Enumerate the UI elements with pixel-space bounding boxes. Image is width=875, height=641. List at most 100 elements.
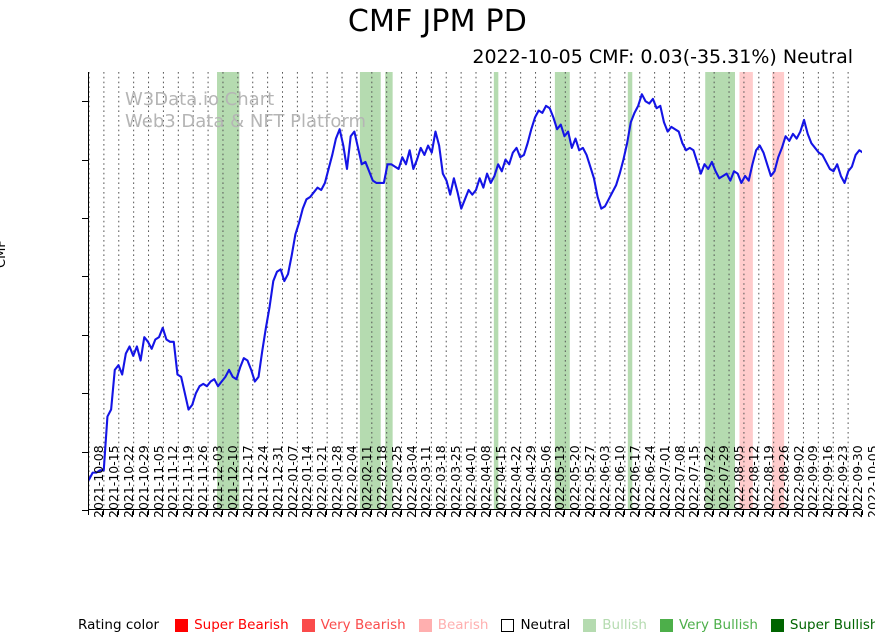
x-axis-tick-mark bbox=[847, 510, 849, 515]
y-axis-tick-mark bbox=[82, 451, 88, 453]
x-axis-tick-mark bbox=[326, 510, 328, 515]
legend-label: Very Bullish bbox=[678, 617, 758, 633]
x-axis-tick-label: 2022-08-19 bbox=[760, 445, 776, 518]
legend-item[interactable]: Very Bullish bbox=[659, 617, 758, 633]
x-axis-tick-mark bbox=[638, 510, 640, 515]
y-axis-tick-mark bbox=[82, 510, 88, 511]
x-axis-tick-label: 2021-12-24 bbox=[254, 445, 270, 518]
x-axis-tick-label: 2022-01-14 bbox=[299, 445, 315, 518]
y-axis-tick-mark bbox=[82, 101, 88, 103]
legend-item[interactable]: Super Bearish bbox=[175, 617, 289, 633]
x-axis-tick-label: 2021-12-10 bbox=[224, 445, 240, 518]
legend-label: Super Bearish bbox=[194, 617, 289, 633]
x-axis-tick-label: 2021-10-29 bbox=[135, 445, 151, 518]
x-axis-tick-mark bbox=[832, 510, 834, 515]
x-axis-tick-mark bbox=[251, 510, 253, 515]
x-axis-tick-label: 2022-08-26 bbox=[775, 445, 791, 518]
x-axis-tick-label: 2022-05-13 bbox=[552, 445, 568, 518]
y-axis-tick-mark bbox=[82, 276, 88, 278]
x-axis-tick-label: 2022-04-22 bbox=[507, 445, 523, 518]
y-axis-tick-mark bbox=[82, 393, 88, 395]
legend-swatch bbox=[583, 618, 597, 632]
x-axis-tick-mark bbox=[787, 510, 789, 515]
legend-item[interactable]: Bullish bbox=[583, 617, 647, 633]
legend-swatch bbox=[659, 618, 673, 632]
x-axis-tick-label: 2022-01-21 bbox=[314, 445, 330, 518]
x-axis-tick-mark bbox=[608, 510, 610, 515]
chart-subtitle: 2022-10-05 CMF: 0.03(-35.31%) Neutral bbox=[472, 46, 853, 68]
x-axis-tick-mark bbox=[817, 510, 819, 515]
x-axis-tick-label: 2022-09-02 bbox=[790, 445, 806, 518]
x-axis-tick-label: 2022-06-03 bbox=[597, 445, 613, 518]
x-axis-tick-mark bbox=[683, 510, 685, 515]
cmf-line-series bbox=[89, 93, 862, 481]
x-axis-tick-label: 2022-05-20 bbox=[567, 445, 583, 518]
legend-title: Rating color bbox=[78, 617, 160, 633]
x-axis-tick-mark bbox=[415, 510, 417, 515]
legend-swatch bbox=[175, 618, 189, 632]
x-axis-tick-label: 2022-04-29 bbox=[522, 445, 538, 518]
x-axis-tick-mark bbox=[147, 510, 149, 515]
legend-item[interactable]: Very Bearish bbox=[301, 617, 406, 633]
x-axis-tick-mark bbox=[489, 510, 491, 515]
x-axis-tick-label: 2022-02-11 bbox=[358, 445, 374, 518]
x-axis-tick-mark bbox=[698, 510, 700, 515]
y-axis-tick-mark bbox=[82, 159, 88, 161]
x-axis-tick-label: 2022-09-16 bbox=[820, 445, 836, 518]
x-axis-tick-mark bbox=[534, 510, 536, 515]
x-axis-tick-mark bbox=[162, 510, 164, 515]
x-axis-tick-mark bbox=[594, 510, 596, 515]
x-axis-tick-mark bbox=[668, 510, 670, 515]
x-axis-tick-mark bbox=[341, 510, 343, 515]
x-axis-tick-mark bbox=[177, 510, 179, 515]
x-axis-tick-mark bbox=[88, 510, 89, 515]
x-axis-tick-mark bbox=[579, 510, 581, 515]
x-axis-tick-mark bbox=[742, 510, 744, 515]
y-axis-label: CMF bbox=[0, 240, 9, 268]
legend-swatch bbox=[301, 618, 315, 632]
x-axis-tick-mark bbox=[802, 510, 804, 515]
x-axis-tick-label: 2022-05-06 bbox=[537, 445, 553, 518]
x-axis-tick-mark bbox=[236, 510, 238, 515]
legend-swatch bbox=[770, 618, 784, 632]
x-axis-tick-label: 2022-09-30 bbox=[850, 445, 866, 518]
x-axis-tick-label: 2022-03-25 bbox=[448, 445, 464, 518]
x-axis-tick-mark bbox=[385, 510, 387, 515]
x-axis-tick-mark bbox=[207, 510, 209, 515]
x-axis-tick-mark bbox=[221, 510, 223, 515]
x-axis-tick-mark bbox=[475, 510, 476, 515]
x-axis-tick-label: 2022-02-04 bbox=[344, 445, 360, 518]
x-axis-tick-label: 2022-09-23 bbox=[835, 445, 851, 518]
x-axis-tick-label: 2021-10-22 bbox=[120, 445, 136, 518]
legend-item[interactable]: Super Bullish bbox=[770, 617, 875, 633]
legend-item[interactable]: Neutral bbox=[501, 617, 570, 633]
x-axis-tick-label: 2022-04-01 bbox=[463, 445, 479, 518]
x-axis-tick-mark bbox=[460, 510, 462, 515]
x-axis-tick-mark bbox=[713, 510, 715, 515]
x-axis-tick-mark bbox=[653, 510, 655, 515]
x-axis-tick-label: 2022-07-29 bbox=[716, 445, 732, 518]
legend-label: Bullish bbox=[602, 617, 647, 633]
x-axis-tick-mark bbox=[132, 510, 134, 515]
x-axis-tick-label: 2022-03-04 bbox=[403, 445, 419, 518]
x-axis-tick-mark bbox=[311, 510, 313, 515]
x-axis-tick-mark bbox=[370, 510, 372, 515]
legend-swatch bbox=[418, 618, 432, 632]
x-axis-tick-label: 2022-06-17 bbox=[626, 445, 642, 518]
x-axis-tick-label: 2022-09-09 bbox=[805, 445, 821, 518]
x-axis-tick-mark bbox=[281, 510, 283, 515]
legend-item[interactable]: Bearish bbox=[418, 617, 488, 633]
x-axis-ticks: 2021-10-08 2021-10-15 2021-10-22 2021-10-29… bbox=[0, 445, 875, 610]
x-axis-tick-label: 2022-07-22 bbox=[701, 445, 717, 518]
x-axis-tick-label: 2022-04-15 bbox=[492, 445, 508, 518]
x-axis-tick-mark bbox=[728, 510, 730, 515]
x-axis-tick-label: 2022-07-15 bbox=[686, 445, 702, 518]
x-axis-tick-label: 2021-12-31 bbox=[269, 445, 285, 518]
x-axis-tick-label: 2022-03-18 bbox=[433, 445, 449, 518]
x-axis-tick-mark bbox=[519, 510, 521, 515]
x-axis-tick-mark bbox=[772, 510, 774, 515]
legend: Rating color Super Bearish Very Bearish Be… bbox=[78, 614, 875, 636]
x-axis-tick-label: 2021-11-12 bbox=[165, 445, 181, 518]
x-axis-tick-label: 2022-02-18 bbox=[373, 445, 389, 518]
y-axis-tick-mark bbox=[82, 218, 88, 219]
